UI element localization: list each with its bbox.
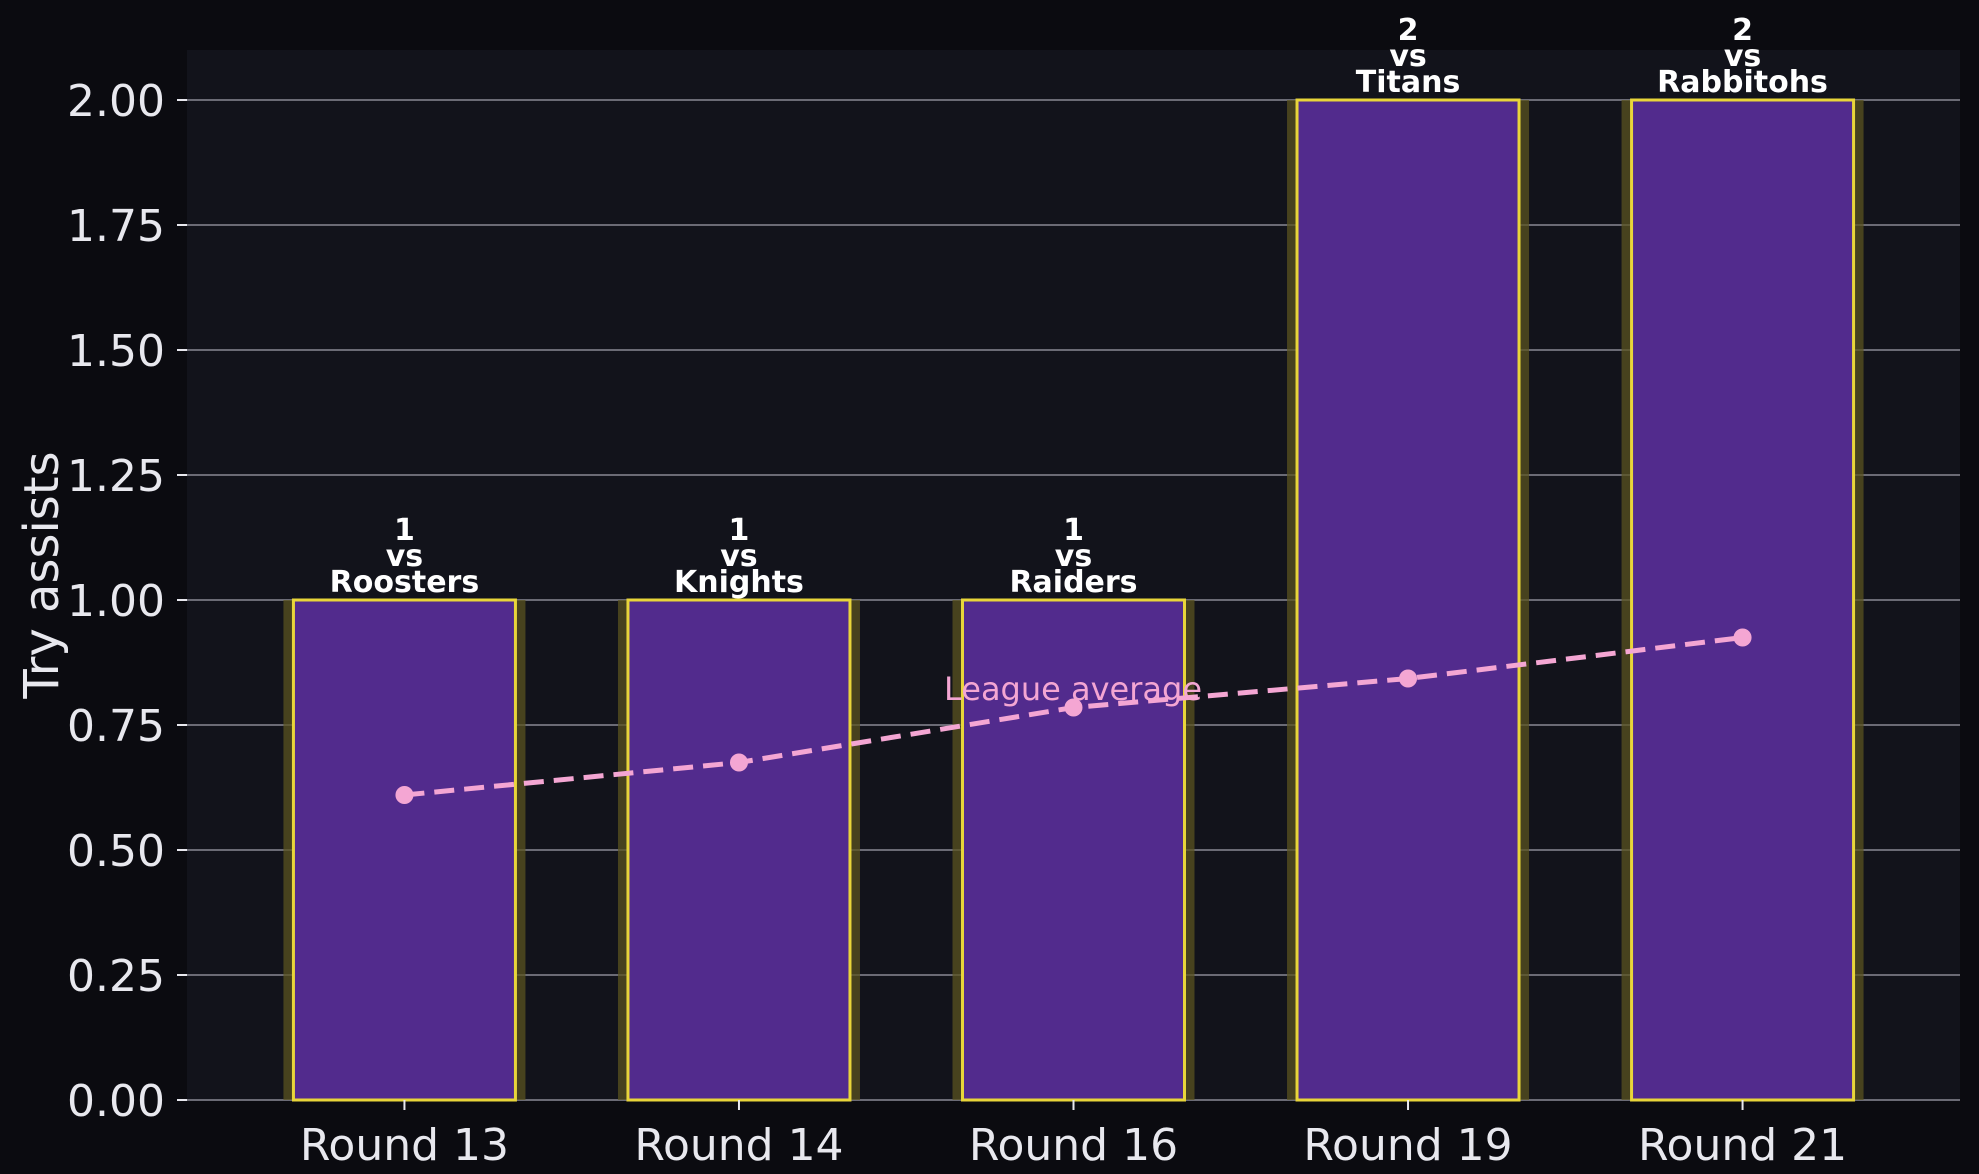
y-tick-label: 2.00 — [67, 76, 165, 127]
bar-label: vs — [1055, 539, 1092, 574]
bar-label: 1 — [394, 513, 415, 548]
y-tick-label: 0.25 — [67, 951, 165, 1002]
x-tick-label: Round 21 — [1638, 1120, 1847, 1171]
bars — [283, 98, 1864, 1102]
y-tick-label: 1.00 — [67, 576, 165, 627]
league-average-point — [1399, 669, 1418, 688]
league-average-series — [395, 628, 1752, 804]
y-tick-label: 1.75 — [67, 201, 165, 252]
league-average-point — [729, 753, 748, 772]
league-average-label: League average — [944, 670, 1202, 708]
y-tick-label: 0.00 — [67, 1076, 165, 1127]
bar — [1295, 98, 1521, 1102]
bar — [291, 598, 517, 1102]
bar-label: 2 — [1398, 13, 1419, 48]
league-average-point — [1733, 628, 1752, 647]
bar-label: 2 — [1732, 13, 1753, 48]
y-tick-label: 0.50 — [67, 826, 165, 877]
bar-value-labels: 1vsRoosters1vsKnights1vsRaiders2vsTitans… — [330, 13, 1828, 600]
bar-label: 1 — [1063, 513, 1084, 548]
bar-label: 1 — [729, 513, 750, 548]
x-tick-label: Round 19 — [1303, 1120, 1512, 1171]
x-tick-label: Round 16 — [969, 1120, 1178, 1171]
bar-label: vs — [386, 539, 423, 574]
bar-label: Raiders — [1009, 565, 1137, 600]
bar-label: vs — [1724, 39, 1761, 74]
bar-label: vs — [720, 539, 757, 574]
y-tick-label: 1.25 — [67, 451, 165, 502]
bar-label: Rabbitohs — [1657, 65, 1828, 100]
bar-label: Knights — [674, 565, 804, 600]
y-axis-ticks: 0.00 0.25 0.50 0.75 1.00 1.25 1.50 1.75 2.00 — [67, 76, 187, 1127]
y-axis-label: Try assists — [14, 451, 70, 699]
league-average-point — [395, 786, 414, 804]
x-tick-label: Round 14 — [634, 1120, 843, 1171]
bar-label: vs — [1389, 39, 1426, 74]
bar-label: Titans — [1356, 65, 1461, 100]
y-tick-label: 0.75 — [67, 701, 165, 752]
league-average-point — [1064, 698, 1083, 717]
bar-label: Roosters — [330, 565, 480, 600]
x-axis-ticks: Round 13 Round 14 Round 16 Round 19 Round 21 — [300, 1100, 1847, 1171]
y-tick-label: 1.50 — [67, 326, 165, 377]
x-tick-label: Round 13 — [300, 1120, 509, 1171]
bar — [626, 598, 852, 1102]
bar — [1630, 98, 1856, 1102]
